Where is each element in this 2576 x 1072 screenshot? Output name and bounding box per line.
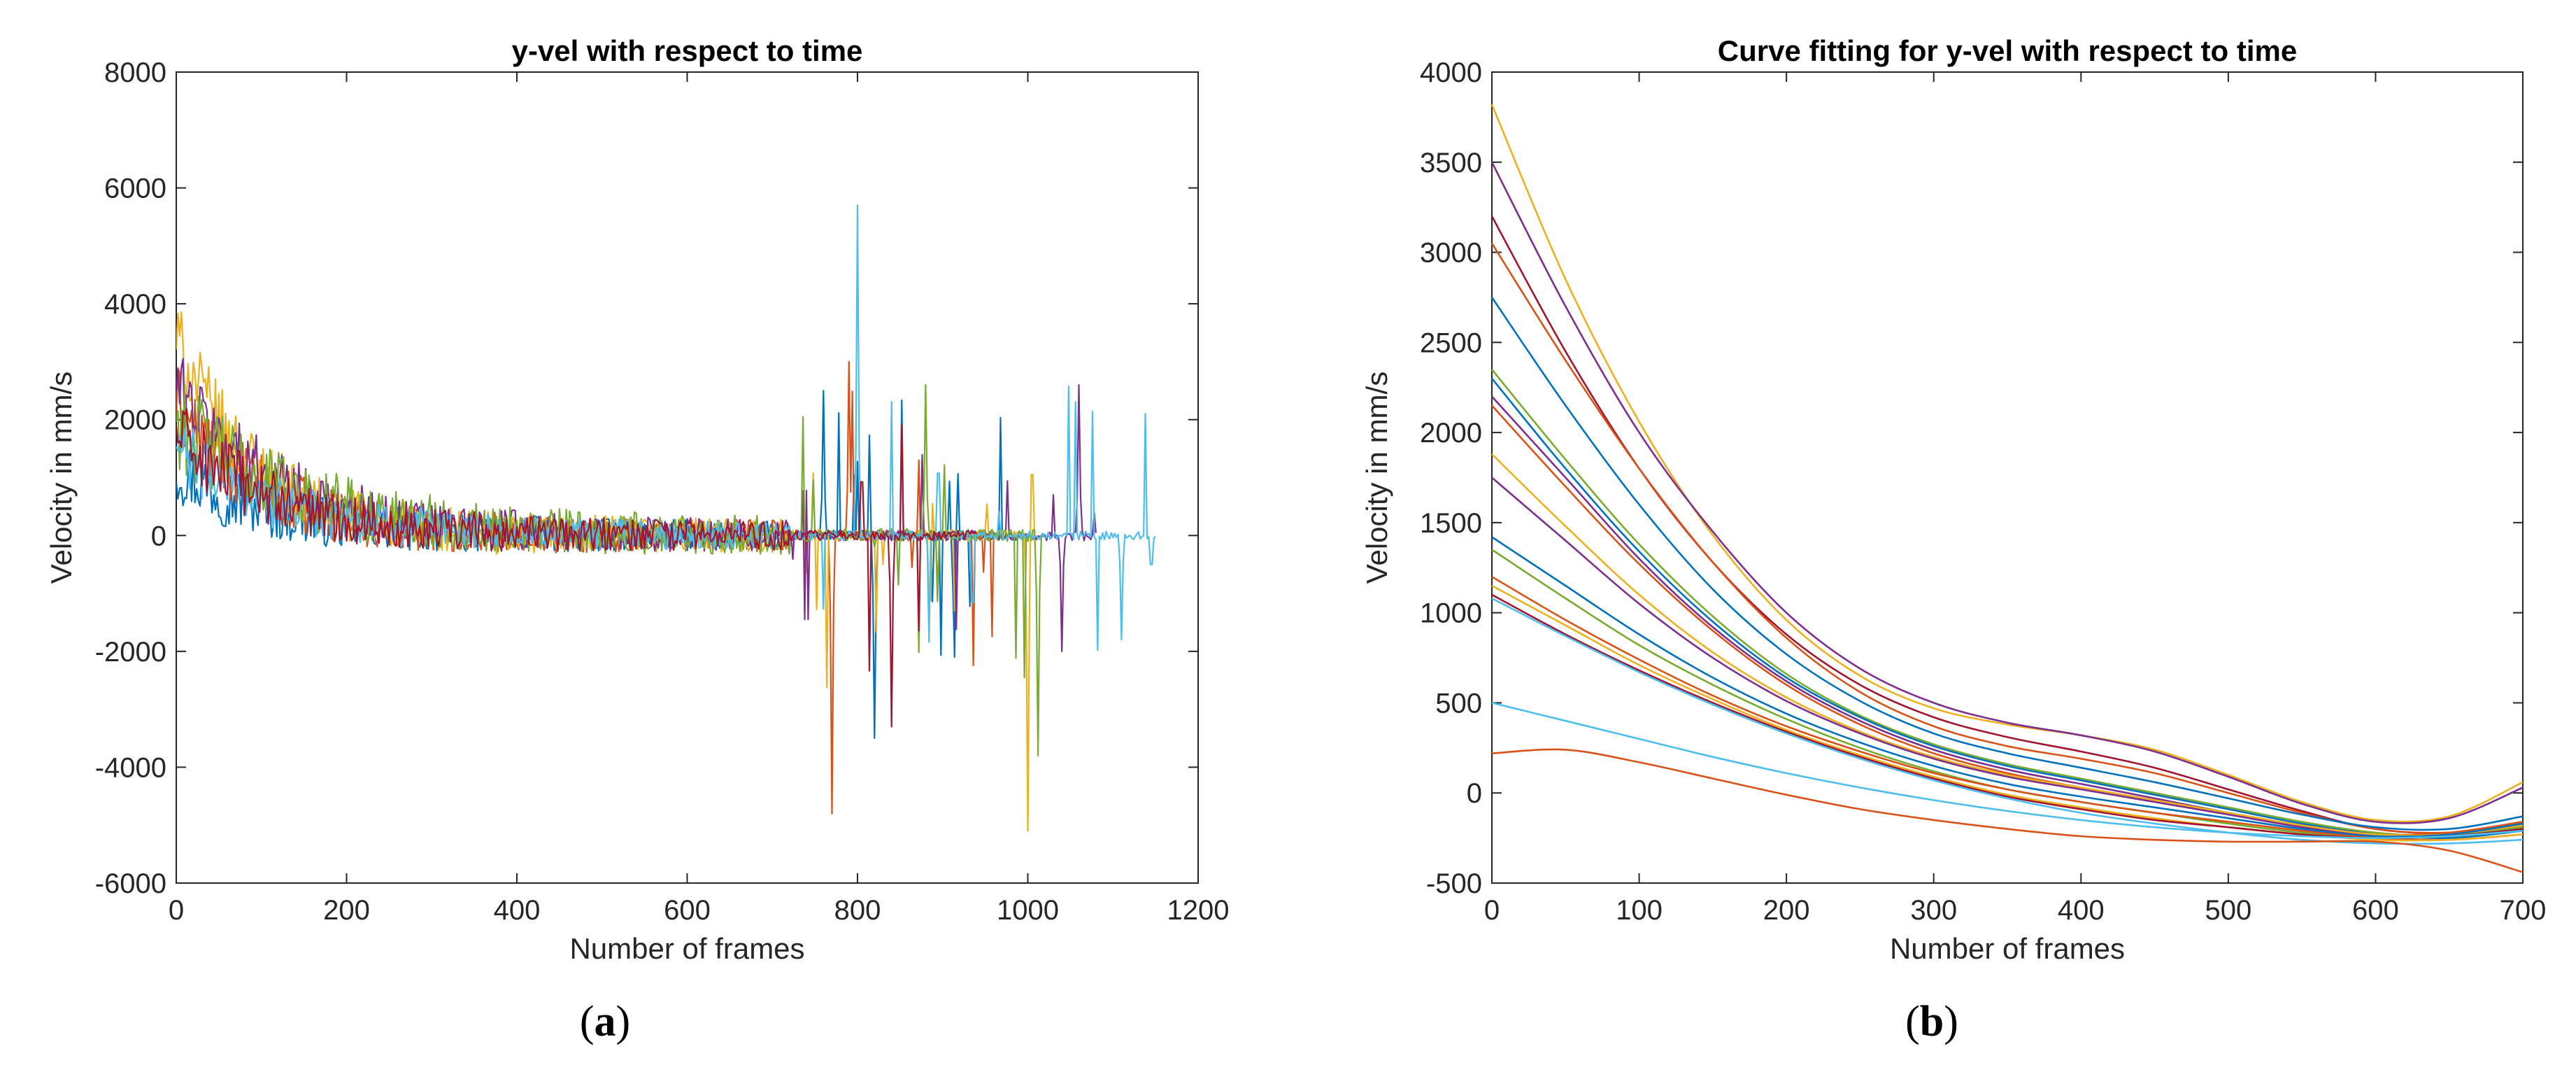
x-tick-label: 1200	[1167, 895, 1230, 926]
x-axis-label: Number of frames	[1890, 932, 2125, 965]
y-tick-label: -4000	[95, 752, 166, 783]
y-tick-label: 3000	[1420, 238, 1482, 269]
series-line-b-2	[1490, 162, 2524, 824]
x-tick-label: 600	[664, 895, 711, 926]
y-tick-label: 2500	[1420, 327, 1482, 358]
caption-b-open: (	[1905, 998, 1920, 1045]
caption-b-letter: b	[1919, 998, 1944, 1045]
y-tick-label: 2000	[1420, 418, 1482, 449]
y-axis-label: Velocity in mm/s	[45, 372, 78, 584]
chart-title: Curve fitting for y-vel with respect to …	[1718, 34, 2297, 67]
series-group-a	[176, 204, 1156, 832]
y-tick-label: -2000	[95, 637, 166, 668]
series-line-a-6	[176, 204, 1156, 651]
x-tick-label: 0	[1484, 895, 1500, 926]
x-tick-label: 400	[2058, 895, 2105, 926]
series-line-b-14	[1491, 576, 2524, 841]
caption-a-letter: a	[594, 998, 616, 1045]
series-line-a-7	[176, 408, 977, 728]
caption-b-close: )	[1944, 998, 1958, 1045]
x-tick-label: 100	[1616, 895, 1663, 926]
x-tick-label: 800	[834, 895, 881, 926]
y-tick-label: 3500	[1420, 148, 1482, 178]
x-tick-label: 0	[169, 895, 184, 926]
y-tick-label: 1500	[1420, 508, 1482, 539]
series-line-b-5	[1490, 297, 2524, 831]
series-line-b-8	[1491, 395, 2524, 838]
caption-a: (a)	[535, 997, 675, 1047]
y-tick-label: 0	[151, 521, 166, 551]
caption-a-open: (	[579, 998, 595, 1045]
x-tick-label: 300	[1910, 895, 1957, 926]
series-line-b-10	[1491, 453, 2524, 837]
y-tick-label: -500	[1426, 868, 1482, 899]
y-tick-label: -6000	[95, 868, 166, 899]
series-line-b-16	[1491, 593, 2524, 839]
chart-b: 0 100 200 300 400 500 600 700-50005001000150020…	[1360, 34, 2546, 965]
series-line-b-17	[1491, 597, 2524, 845]
series-line-b-9	[1491, 404, 2524, 836]
x-tick-label: 500	[2205, 895, 2251, 926]
y-tick-label: 1000	[1420, 598, 1482, 629]
y-tick-label: 2000	[104, 405, 166, 436]
series-line-a-5	[176, 383, 1046, 757]
x-tick-label: 200	[1763, 895, 1810, 926]
series-line-a-3	[176, 311, 1037, 832]
series-line-b-6	[1490, 369, 2524, 838]
series-line-b-12	[1491, 536, 2524, 838]
y-tick-label: 4000	[1420, 57, 1482, 88]
plot-frame-a	[176, 71, 1199, 884]
y-tick-label: 4000	[104, 289, 166, 320]
caption-a-close: )	[615, 998, 631, 1045]
y-tick-label: 8000	[104, 57, 166, 88]
x-tick-label: 600	[2352, 895, 2399, 926]
series-line-a-1	[176, 390, 1028, 740]
x-tick-label: 1000	[997, 895, 1059, 926]
x-tick-label: 400	[494, 895, 541, 926]
series-line-b-19	[1491, 748, 2524, 873]
caption-b: (b)	[1862, 997, 2002, 1047]
x-tick-label: 700	[2500, 895, 2547, 926]
chart-title: y-vel with respect to time	[512, 34, 863, 67]
y-tick-label: 500	[1435, 688, 1482, 719]
series-line-b-4	[1490, 243, 2524, 834]
y-axis-label: Velocity in mm/s	[1360, 372, 1393, 584]
y-tick-label: 6000	[104, 174, 166, 204]
chart-a: 0 200 400 600 800 1000 1200 -6000 -4000 -2000 0 200…	[45, 34, 1229, 965]
series-line-b-18	[1491, 702, 2524, 839]
y-tick-label: 0	[1467, 778, 1482, 809]
series-line-b-15	[1491, 584, 2524, 842]
x-tick-label: 200	[323, 895, 370, 926]
series-line-b-1	[1490, 104, 2524, 823]
series-group-b	[1490, 104, 2524, 873]
x-axis-label: Number of frames	[569, 932, 804, 965]
